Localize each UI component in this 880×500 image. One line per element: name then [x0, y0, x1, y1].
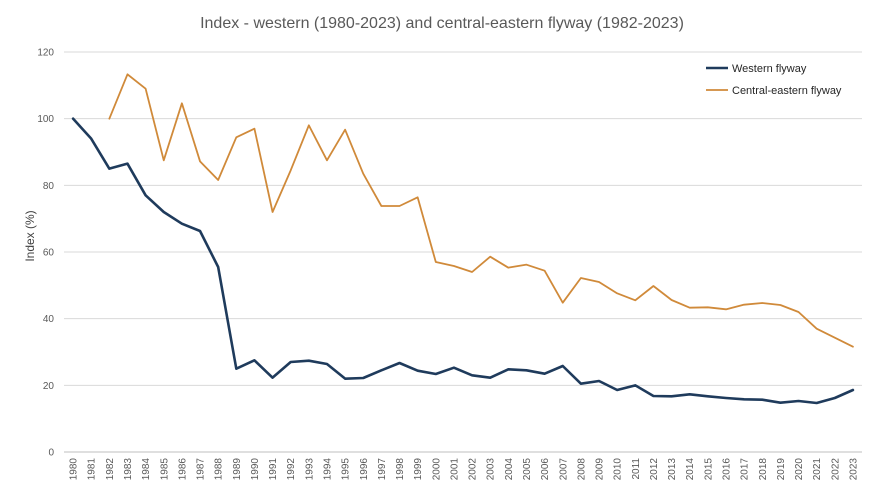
x-tick-label: 2014 — [685, 458, 696, 481]
x-tick-label: 1981 — [87, 458, 98, 481]
x-tick-label: 1987 — [196, 458, 207, 481]
x-tick-label: 1988 — [214, 458, 225, 481]
x-tick-label: 2015 — [703, 458, 714, 481]
legend: Western flyway Central-eastern flyway — [706, 63, 842, 97]
series-lines — [71, 73, 855, 405]
y-tick-label: 20 — [43, 381, 55, 392]
x-tick-label: 2016 — [721, 458, 732, 481]
y-tick-label: 0 — [48, 448, 54, 459]
x-tick-label: 2007 — [558, 458, 569, 481]
x-tick-label: 2023 — [848, 458, 859, 481]
x-tick-label: 1999 — [413, 458, 424, 481]
x-tick-label: 2001 — [449, 458, 460, 481]
x-tick-label: 1997 — [377, 458, 388, 481]
x-tick-label: 1995 — [341, 458, 352, 481]
x-tick-label: 1989 — [232, 458, 243, 481]
gridlines — [64, 51, 862, 386]
series-line-central-eastern — [108, 73, 854, 348]
legend-label: Central-eastern flyway — [732, 85, 842, 97]
x-tick-label: 2003 — [486, 458, 497, 481]
y-tick-labels: 0 20 40 60 80 100 120 — [37, 48, 54, 459]
x-tick-label: 2019 — [776, 458, 787, 481]
x-tick-label: 2012 — [649, 458, 660, 481]
x-tick-label: 1992 — [286, 458, 297, 481]
x-tick-label: 1986 — [177, 458, 188, 481]
series-line-western — [71, 117, 855, 405]
x-tick-label: 1994 — [322, 458, 333, 481]
x-tick-label: 2013 — [667, 458, 678, 481]
x-tick-label: 1980 — [69, 458, 80, 481]
x-tick-label: 1985 — [159, 458, 170, 481]
x-tick-label: 1996 — [359, 458, 370, 481]
y-tick-label: 60 — [43, 248, 55, 259]
y-tick-label: 120 — [37, 48, 54, 59]
x-tick-label: 2022 — [830, 458, 841, 481]
x-tick-labels: 1980 1981 1982 1983 1984 1985 1986 1987 1988 1989… — [69, 458, 860, 481]
x-tick-label: 2005 — [522, 458, 533, 481]
x-tick-label: 2008 — [576, 458, 587, 481]
x-tick-label: 1983 — [123, 458, 134, 481]
y-tick-label: 40 — [43, 314, 55, 325]
chart-title: Index - western (1980-2023) and central-… — [200, 15, 684, 32]
x-tick-label: 2017 — [740, 458, 751, 481]
x-tick-label: 1982 — [105, 458, 116, 481]
x-tick-label: 2006 — [540, 458, 551, 481]
y-tick-label: 80 — [43, 181, 55, 192]
x-tick-label: 2010 — [613, 458, 624, 481]
x-tick-label: 1984 — [141, 458, 152, 481]
x-tick-label: 2020 — [794, 458, 805, 481]
x-tick-label: 1998 — [395, 458, 406, 481]
x-tick-label: 1991 — [268, 458, 279, 481]
y-tick-label: 100 — [37, 114, 54, 125]
x-tick-label: 2000 — [431, 458, 442, 481]
legend-label: Western flyway — [732, 63, 807, 75]
x-tick-label: 2004 — [504, 458, 515, 481]
y-axis-label: Index (%) — [23, 210, 37, 261]
x-tick-label: 2021 — [812, 458, 823, 481]
x-tick-label: 2011 — [631, 458, 642, 480]
x-tick-label: 2009 — [595, 458, 606, 481]
x-tick-label: 2002 — [468, 458, 479, 481]
x-tick-label: 2018 — [758, 458, 769, 481]
x-tick-label: 1990 — [250, 458, 261, 481]
x-tick-label: 1993 — [304, 458, 315, 481]
